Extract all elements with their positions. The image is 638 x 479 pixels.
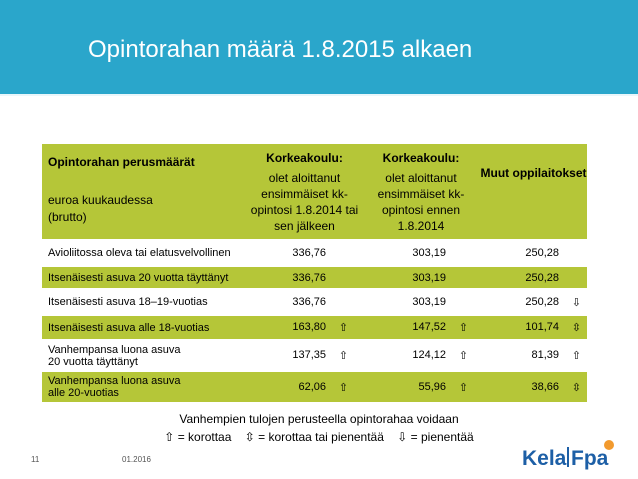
value-cell: 38,66 (531, 380, 559, 393)
title-banner: Opintorahan määrä 1.8.2015 alkaen (0, 0, 638, 94)
arrow-icon: ⇧ (571, 349, 581, 362)
row-label: Itsenäisesti asuva 18–19-vuotias (48, 296, 208, 308)
kela-logo: Kela Fpa (520, 439, 620, 471)
table-row: Vanhempansa luona asuva alle 20-vuotias … (42, 372, 587, 403)
arrow-icon (559, 272, 581, 284)
logo-kela-text: Kela (522, 447, 567, 470)
logo-badge-icon (604, 440, 614, 450)
header-cell-new-students: Korkeakoulu: olet aloittanut ensimmäiset… (247, 144, 362, 239)
value-cell: 55,96 (418, 380, 446, 393)
table-row: Itsenäisesti asuva 20 vuotta täyttänyt 3… (42, 267, 587, 289)
up-arrow-icon: ⇧ (164, 430, 175, 444)
legend-updown-text: = korottaa tai pienentää (258, 430, 384, 444)
arrow-icon: ⇧ (338, 349, 348, 362)
arrow-icon: ⇧ (458, 380, 468, 394)
header-col2-text: olet aloittanut ensimmäiset kk-opintosi … (250, 171, 359, 233)
table-row: Vanhempansa luona asuva 20 vuotta täyttä… (42, 340, 587, 372)
legend-intro: Vanhempien tulojen perusteella opintorah… (179, 412, 459, 426)
legend-up-text: = korottaa (177, 430, 232, 444)
arrow-icon: ⇧ (458, 321, 468, 334)
value-cell: 336,76 (292, 271, 326, 284)
arrow-icon (326, 247, 348, 259)
arrow-icon (326, 296, 348, 308)
footer-date: 01.2016 (122, 455, 151, 464)
legend-down-text: = pienentää (410, 430, 474, 444)
up-down-arrow-icon: ⇳ (244, 430, 255, 444)
row-label: Vanhempansa luona asuva alle 20-vuotias (48, 375, 181, 399)
row-label: Avioliitossa oleva tai elatusvelvollinen (48, 246, 231, 259)
page-title: Opintorahan määrä 1.8.2015 alkaen (88, 36, 473, 63)
value-cell: 62,06 (298, 380, 326, 393)
header-col1-line1: euroa kuukaudessa (48, 193, 153, 207)
row-label: Vanhempansa luona asuva 20 vuotta täyttä… (48, 343, 181, 368)
header-col2-title: Korkeakoulu: (266, 151, 343, 165)
arrow-icon: ⇧ (338, 380, 348, 394)
rates-table: Opintorahan perusmäärät euroa kuukaudess… (42, 144, 587, 403)
arrow-icon: ⇧ (458, 349, 468, 362)
header-cell-category: Opintorahan perusmäärät euroa kuukaudess… (42, 144, 247, 239)
arrow-icon (559, 247, 581, 259)
logo-fpa-text: Fpa (571, 447, 609, 470)
header-col1-title: Opintorahan perusmäärät (48, 155, 195, 169)
value-cell: 303,19 (412, 246, 446, 259)
value-cell: 147,52 (412, 321, 446, 333)
value-cell: 303,19 (412, 296, 446, 308)
value-cell: 81,39 (531, 349, 559, 361)
arrow-icon (446, 247, 468, 259)
table-row: Itsenäisesti asuva 18–19-vuotias 336,76 … (42, 289, 587, 316)
header-col3-title: Korkeakoulu: (382, 151, 460, 165)
value-cell: 137,35 (292, 349, 326, 361)
arrow-icon: ⇩ (571, 295, 581, 309)
value-cell: 101,74 (525, 321, 559, 333)
value-cell: 336,76 (292, 296, 326, 308)
row-label: Itsenäisesti asuva alle 18-vuotias (48, 321, 210, 334)
header-cell-old-students: Korkeakoulu: olet aloittanut ensimmäiset… (362, 144, 480, 239)
table-row: Avioliitossa oleva tai elatusvelvollinen… (42, 239, 587, 267)
header-col1-line2: (brutto) (48, 210, 87, 224)
arrow-icon (326, 272, 348, 284)
header-col3-text: olet aloittanut ensimmäiset kk-opintosi … (377, 171, 465, 233)
arrow-icon: ⇳ (571, 380, 581, 394)
arrow-icon: ⇧ (338, 321, 348, 334)
header-cell-other-institutions: Muut oppilaitokset (480, 144, 587, 239)
table-row: Itsenäisesti asuva alle 18-vuotias 163,8… (42, 316, 587, 340)
value-cell: 250,28 (525, 295, 559, 308)
value-cell: 163,80 (292, 321, 326, 333)
arrow-icon (446, 296, 468, 308)
value-cell: 303,19 (412, 271, 446, 284)
row-label: Itsenäisesti asuva 20 vuotta täyttänyt (48, 271, 229, 284)
value-cell: 336,76 (292, 246, 326, 259)
value-cell: 250,28 (525, 271, 559, 284)
value-cell: 124,12 (412, 349, 446, 361)
down-arrow-icon: ⇩ (397, 430, 408, 444)
banner-divider (0, 94, 638, 96)
value-cell: 250,28 (525, 246, 559, 259)
legend-keys: ⇧ = korottaa ⇳ = korottaa tai pienentää … (0, 430, 638, 444)
table-header: Opintorahan perusmäärät euroa kuukaudess… (42, 144, 587, 239)
header-col4-text: Muut oppilaitokset (480, 166, 587, 180)
arrow-icon: ⇳ (571, 321, 581, 334)
arrow-icon (446, 272, 468, 284)
page-number: 11 (31, 455, 40, 464)
